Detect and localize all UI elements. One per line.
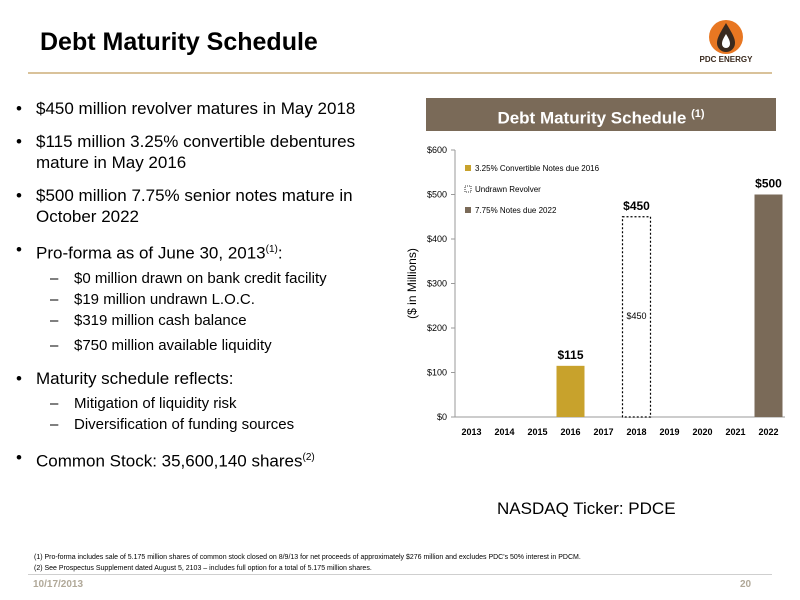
bar (621, 216, 652, 418)
footer-divider (28, 574, 772, 575)
sub-item: $0 million drawn on bank credit facility (36, 268, 404, 289)
bullet-item: Maturity schedule reflects: Mitigation o… (14, 368, 404, 435)
legend-label: 3.25% Convertible Notes due 2016 (475, 164, 600, 173)
footnotes: (1) Pro-forma includes sale of 5.175 mil… (34, 552, 581, 574)
data-label: $115 (557, 348, 583, 362)
x-tick-label: 2015 (527, 427, 547, 437)
pdc-energy-logo: PDC ENERGY (686, 17, 766, 65)
data-label: $500 (755, 177, 782, 191)
footnote-2: (2) See Prospectus Supplement dated Augu… (34, 565, 372, 572)
title-divider (28, 72, 772, 74)
bullet-text: $115 million 3.25% convertible debenture… (36, 132, 356, 172)
bullet-text: Pro-forma as of June 30, 2013 (36, 243, 266, 263)
bullet-list: $450 million revolver matures in May 201… (14, 98, 404, 483)
chart-title-footnote-ref: (1) (691, 108, 705, 120)
chart-title-text: Debt Maturity Schedule (497, 108, 687, 128)
x-tick-label: 2017 (593, 427, 613, 437)
y-tick-label: $500 (427, 190, 447, 200)
sub-item: $19 million undrawn L.O.C. (36, 289, 404, 310)
bullet-item: Common Stock: 35,600,140 shares(2) (14, 447, 404, 472)
x-tick-label: 2020 (692, 427, 712, 437)
bar (754, 194, 783, 417)
bullet-item: Pro-forma as of June 30, 2013(1): $0 mil… (14, 239, 404, 356)
y-tick-label: $0 (437, 412, 447, 422)
x-tick-label: 2016 (560, 427, 580, 437)
legend-label: Undrawn Revolver (475, 185, 541, 194)
flame-drop-icon (709, 20, 743, 54)
bullet-item: $450 million revolver matures in May 201… (14, 98, 404, 119)
x-tick-label: 2022 (758, 427, 778, 437)
footnote-1: (1) Pro-forma includes sale of 5.175 mil… (34, 554, 581, 561)
y-tick-label: $100 (427, 368, 447, 378)
x-tick-label: 2013 (461, 427, 481, 437)
footnote-ref: (1) (265, 244, 278, 255)
bullet-text: Maturity schedule reflects: (36, 368, 234, 388)
y-tick-label: $400 (427, 234, 447, 244)
bullet-text: Common Stock: 35,600,140 shares (36, 451, 303, 471)
bullet-text: $450 million revolver matures in May 201… (36, 99, 356, 118)
sub-item: $319 million cash balance (36, 310, 404, 331)
ticker-text: NASDAQ Ticker: PDCE (497, 499, 676, 518)
sub-item: Diversification of funding sources (36, 414, 404, 435)
debt-maturity-chart: $0 $100 $200 $300 $400 $500 $600 2013 2014 2015 20… (405, 145, 785, 437)
x-tick-label: 2018 (626, 427, 646, 437)
chart-title: Debt Maturity Schedule (1) (426, 98, 776, 131)
y-axis-label: ($ in Millions) (405, 248, 419, 319)
x-tick-label: 2014 (494, 427, 514, 437)
legend-swatch (465, 207, 471, 213)
legend-swatch (465, 165, 471, 171)
footnote-ref: (2) (302, 451, 315, 463)
sub-item: Mitigation of liquidity risk (36, 393, 404, 414)
sub-list: $0 million drawn on bank credit facility… (36, 268, 404, 356)
bullet-item: $500 million 7.75% senior notes mature i… (14, 185, 404, 227)
legend-label: 7.75% Notes due 2022 (475, 206, 557, 215)
bar-inner-label: $450 (626, 311, 646, 321)
y-tick-label: $300 (427, 279, 447, 289)
sub-item: $750 million available liquidity (36, 335, 404, 356)
y-tick-label: $600 (427, 145, 447, 155)
x-tick-label: 2019 (659, 427, 679, 437)
footer-date: 10/17/2013 (33, 579, 84, 590)
data-label: $450 (623, 199, 650, 213)
page-title: Debt Maturity Schedule (40, 28, 318, 56)
sub-list: Mitigation of liquidity risk Diversifica… (36, 393, 404, 435)
page-number: 20 (740, 579, 752, 590)
logo-text: PDC ENERGY (699, 55, 753, 64)
bullet-item: $115 million 3.25% convertible debenture… (14, 131, 404, 173)
bullet-suffix: : (277, 243, 283, 263)
bullet-text: $500 million 7.75% senior notes mature i… (36, 186, 353, 226)
legend-swatch (464, 185, 472, 193)
x-tick-label: 2021 (725, 427, 745, 437)
y-tick-label: $200 (427, 323, 447, 333)
bar (556, 365, 585, 417)
